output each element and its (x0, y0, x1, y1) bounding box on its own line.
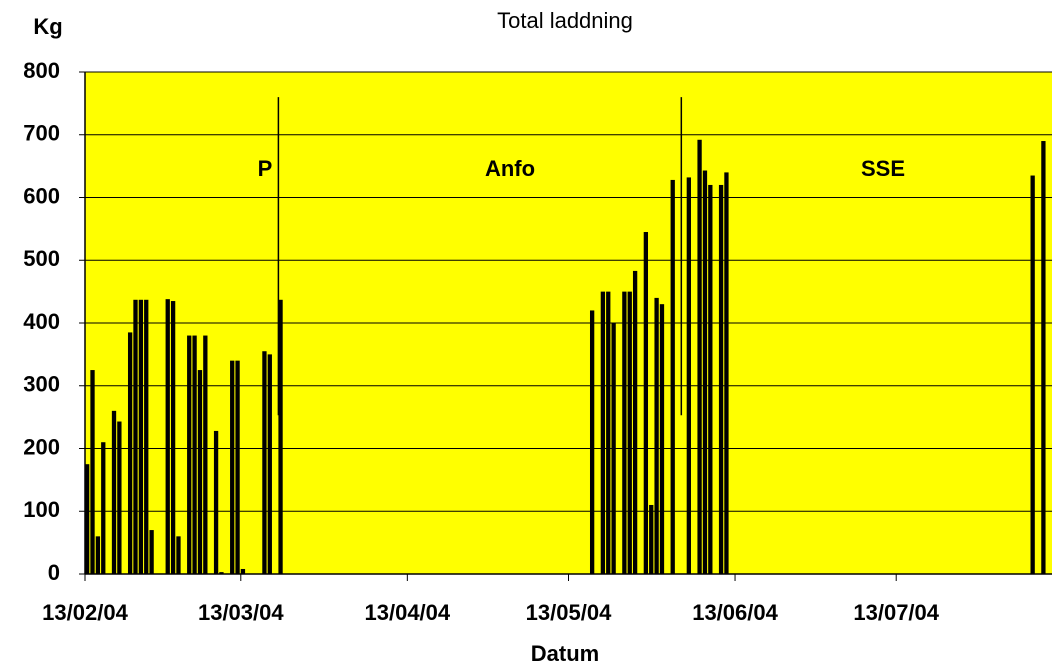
bar (611, 323, 616, 574)
y-tick-label: 200 (23, 434, 60, 459)
bar (138, 299, 144, 574)
bar (654, 297, 659, 574)
annotation: P (258, 156, 273, 181)
bar (235, 360, 240, 574)
bar (133, 299, 138, 574)
y-tick-label: 700 (23, 121, 60, 146)
bar (627, 291, 632, 574)
bar (219, 572, 224, 574)
bar (111, 410, 117, 574)
bar (187, 335, 192, 574)
bar (697, 139, 702, 574)
bar (589, 310, 595, 574)
bar (267, 354, 272, 574)
bar (101, 442, 106, 574)
x-tick-label: 13/05/04 (526, 600, 612, 625)
bar (149, 530, 154, 574)
bar (1030, 175, 1035, 574)
bar (606, 291, 611, 574)
y-tick-label: 300 (23, 372, 60, 397)
x-tick-label: 13/03/04 (198, 600, 284, 625)
x-tick-label: 13/04/04 (365, 600, 451, 625)
bar (670, 179, 675, 574)
bar (203, 335, 208, 574)
y-tick-label: 400 (23, 309, 60, 334)
annotation: SSE (861, 156, 905, 181)
bar (176, 536, 181, 574)
y-tick-label: 100 (23, 497, 60, 522)
bar (170, 301, 176, 574)
bar (278, 299, 283, 574)
bar (90, 370, 95, 574)
bar (649, 504, 654, 574)
bar (702, 170, 708, 574)
bar (643, 232, 649, 574)
y-tick-label: 800 (23, 58, 60, 83)
bar (262, 351, 267, 574)
x-tick-label: 13/07/04 (853, 600, 939, 625)
bar (240, 568, 246, 574)
y-axis-label: Kg (33, 14, 62, 39)
bar (686, 177, 691, 575)
bar (165, 299, 170, 574)
y-tick-label: 500 (23, 246, 60, 271)
bar (192, 335, 197, 574)
x-axis-label: Datum (531, 641, 599, 666)
bar (127, 332, 133, 574)
x-tick-label: 13/02/04 (42, 600, 128, 625)
chart-title: Total laddning (497, 8, 633, 33)
annotation: Anfo (485, 156, 535, 181)
bar (144, 299, 149, 574)
y-tick-label: 0 (48, 560, 60, 585)
bar (213, 430, 219, 574)
bar (632, 270, 638, 574)
bar (622, 291, 627, 574)
bar (230, 360, 235, 574)
bar (95, 536, 101, 574)
bar (659, 304, 665, 574)
bar (724, 172, 729, 574)
bar (708, 184, 713, 574)
bar (197, 370, 203, 574)
bar (600, 291, 606, 574)
bar (85, 464, 90, 574)
y-tick-label: 600 (23, 183, 60, 208)
bar (1041, 141, 1046, 574)
x-tick-label: 13/06/04 (692, 600, 778, 625)
bar (718, 184, 724, 574)
bar (117, 421, 122, 574)
